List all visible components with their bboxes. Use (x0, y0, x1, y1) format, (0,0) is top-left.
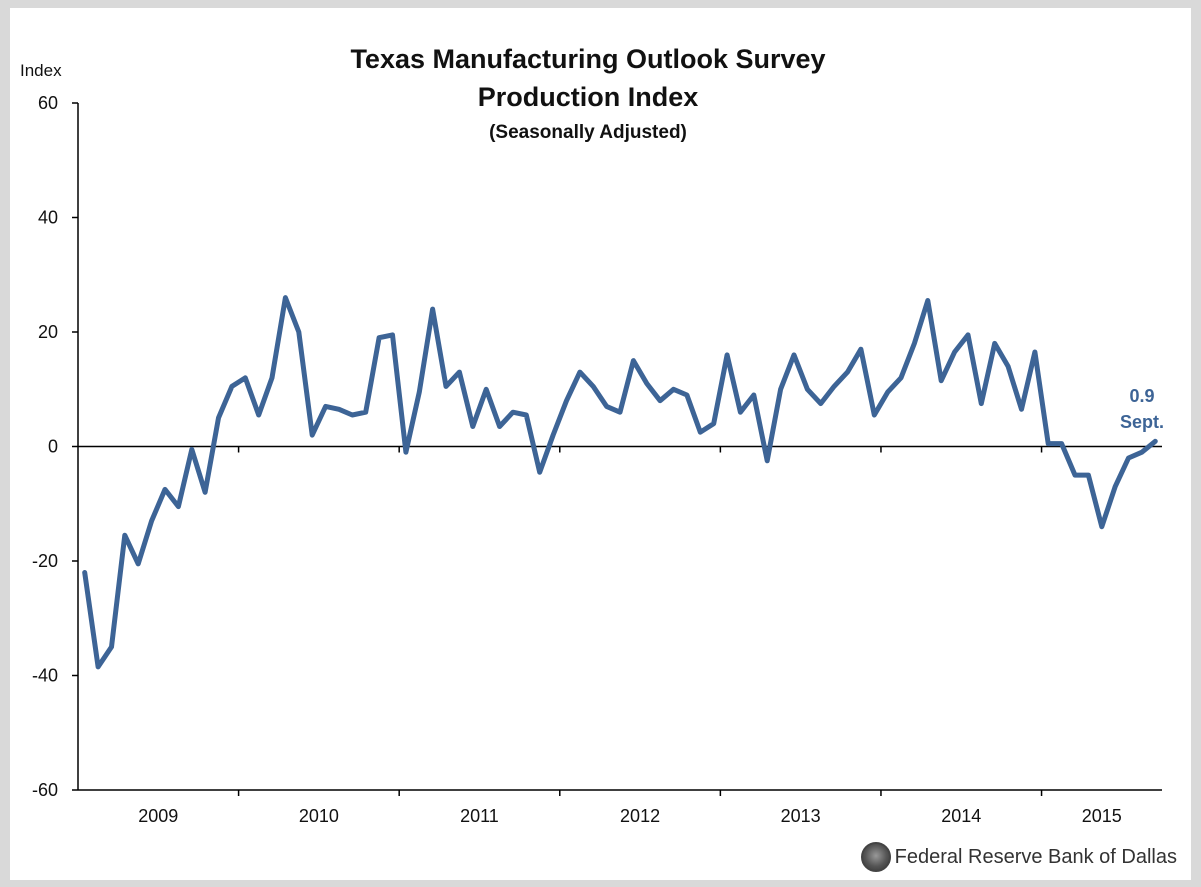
y-tick-label: 60 (38, 93, 58, 113)
x-tick-label: 2011 (460, 806, 499, 826)
x-tick-label: 2015 (1082, 806, 1122, 826)
annotation-value: 0.9 (1129, 386, 1154, 406)
chart-title: Texas Manufacturing Outlook Survey (350, 44, 825, 74)
x-tick-label: 2010 (299, 806, 339, 826)
y-axis-label: Index (20, 61, 62, 80)
source-text: Federal Reserve Bank of Dallas (894, 845, 1177, 868)
axes (72, 102, 1162, 796)
series-layer (82, 295, 1158, 670)
x-tick-label: 2012 (620, 806, 660, 826)
y-tick-label: -40 (32, 666, 58, 686)
chart: Texas Manufacturing Outlook Survey Produ… (20, 44, 1164, 826)
source-credit: Federal Reserve Bank of Dallas (860, 842, 1177, 872)
x-tick-label: 2014 (941, 806, 981, 826)
y-tick-label: 40 (38, 208, 58, 228)
x-tick-label: 2013 (781, 806, 821, 826)
chart-subtitle-note: (Seasonally Adjusted) (489, 122, 687, 143)
annotation-label: Sept. (1120, 412, 1164, 432)
y-tick-label: 0 (48, 437, 58, 457)
y-tick-label: -60 (32, 780, 58, 800)
y-tick-label: -20 (32, 551, 58, 571)
x-tick-labels: 2009 2010 2011 2012 2013 2014 2015 (138, 806, 1122, 826)
y-tick-label: 20 (38, 322, 58, 342)
chart-frame: Texas Manufacturing Outlook Survey Produ… (10, 8, 1191, 880)
seal-icon (860, 842, 891, 872)
x-tick-label: 2009 (138, 806, 178, 826)
chart-subtitle: Production Index (478, 82, 699, 112)
y-tick-labels: 60 40 20 0 -20 -40 -60 (32, 93, 58, 800)
series-line (82, 295, 1158, 670)
